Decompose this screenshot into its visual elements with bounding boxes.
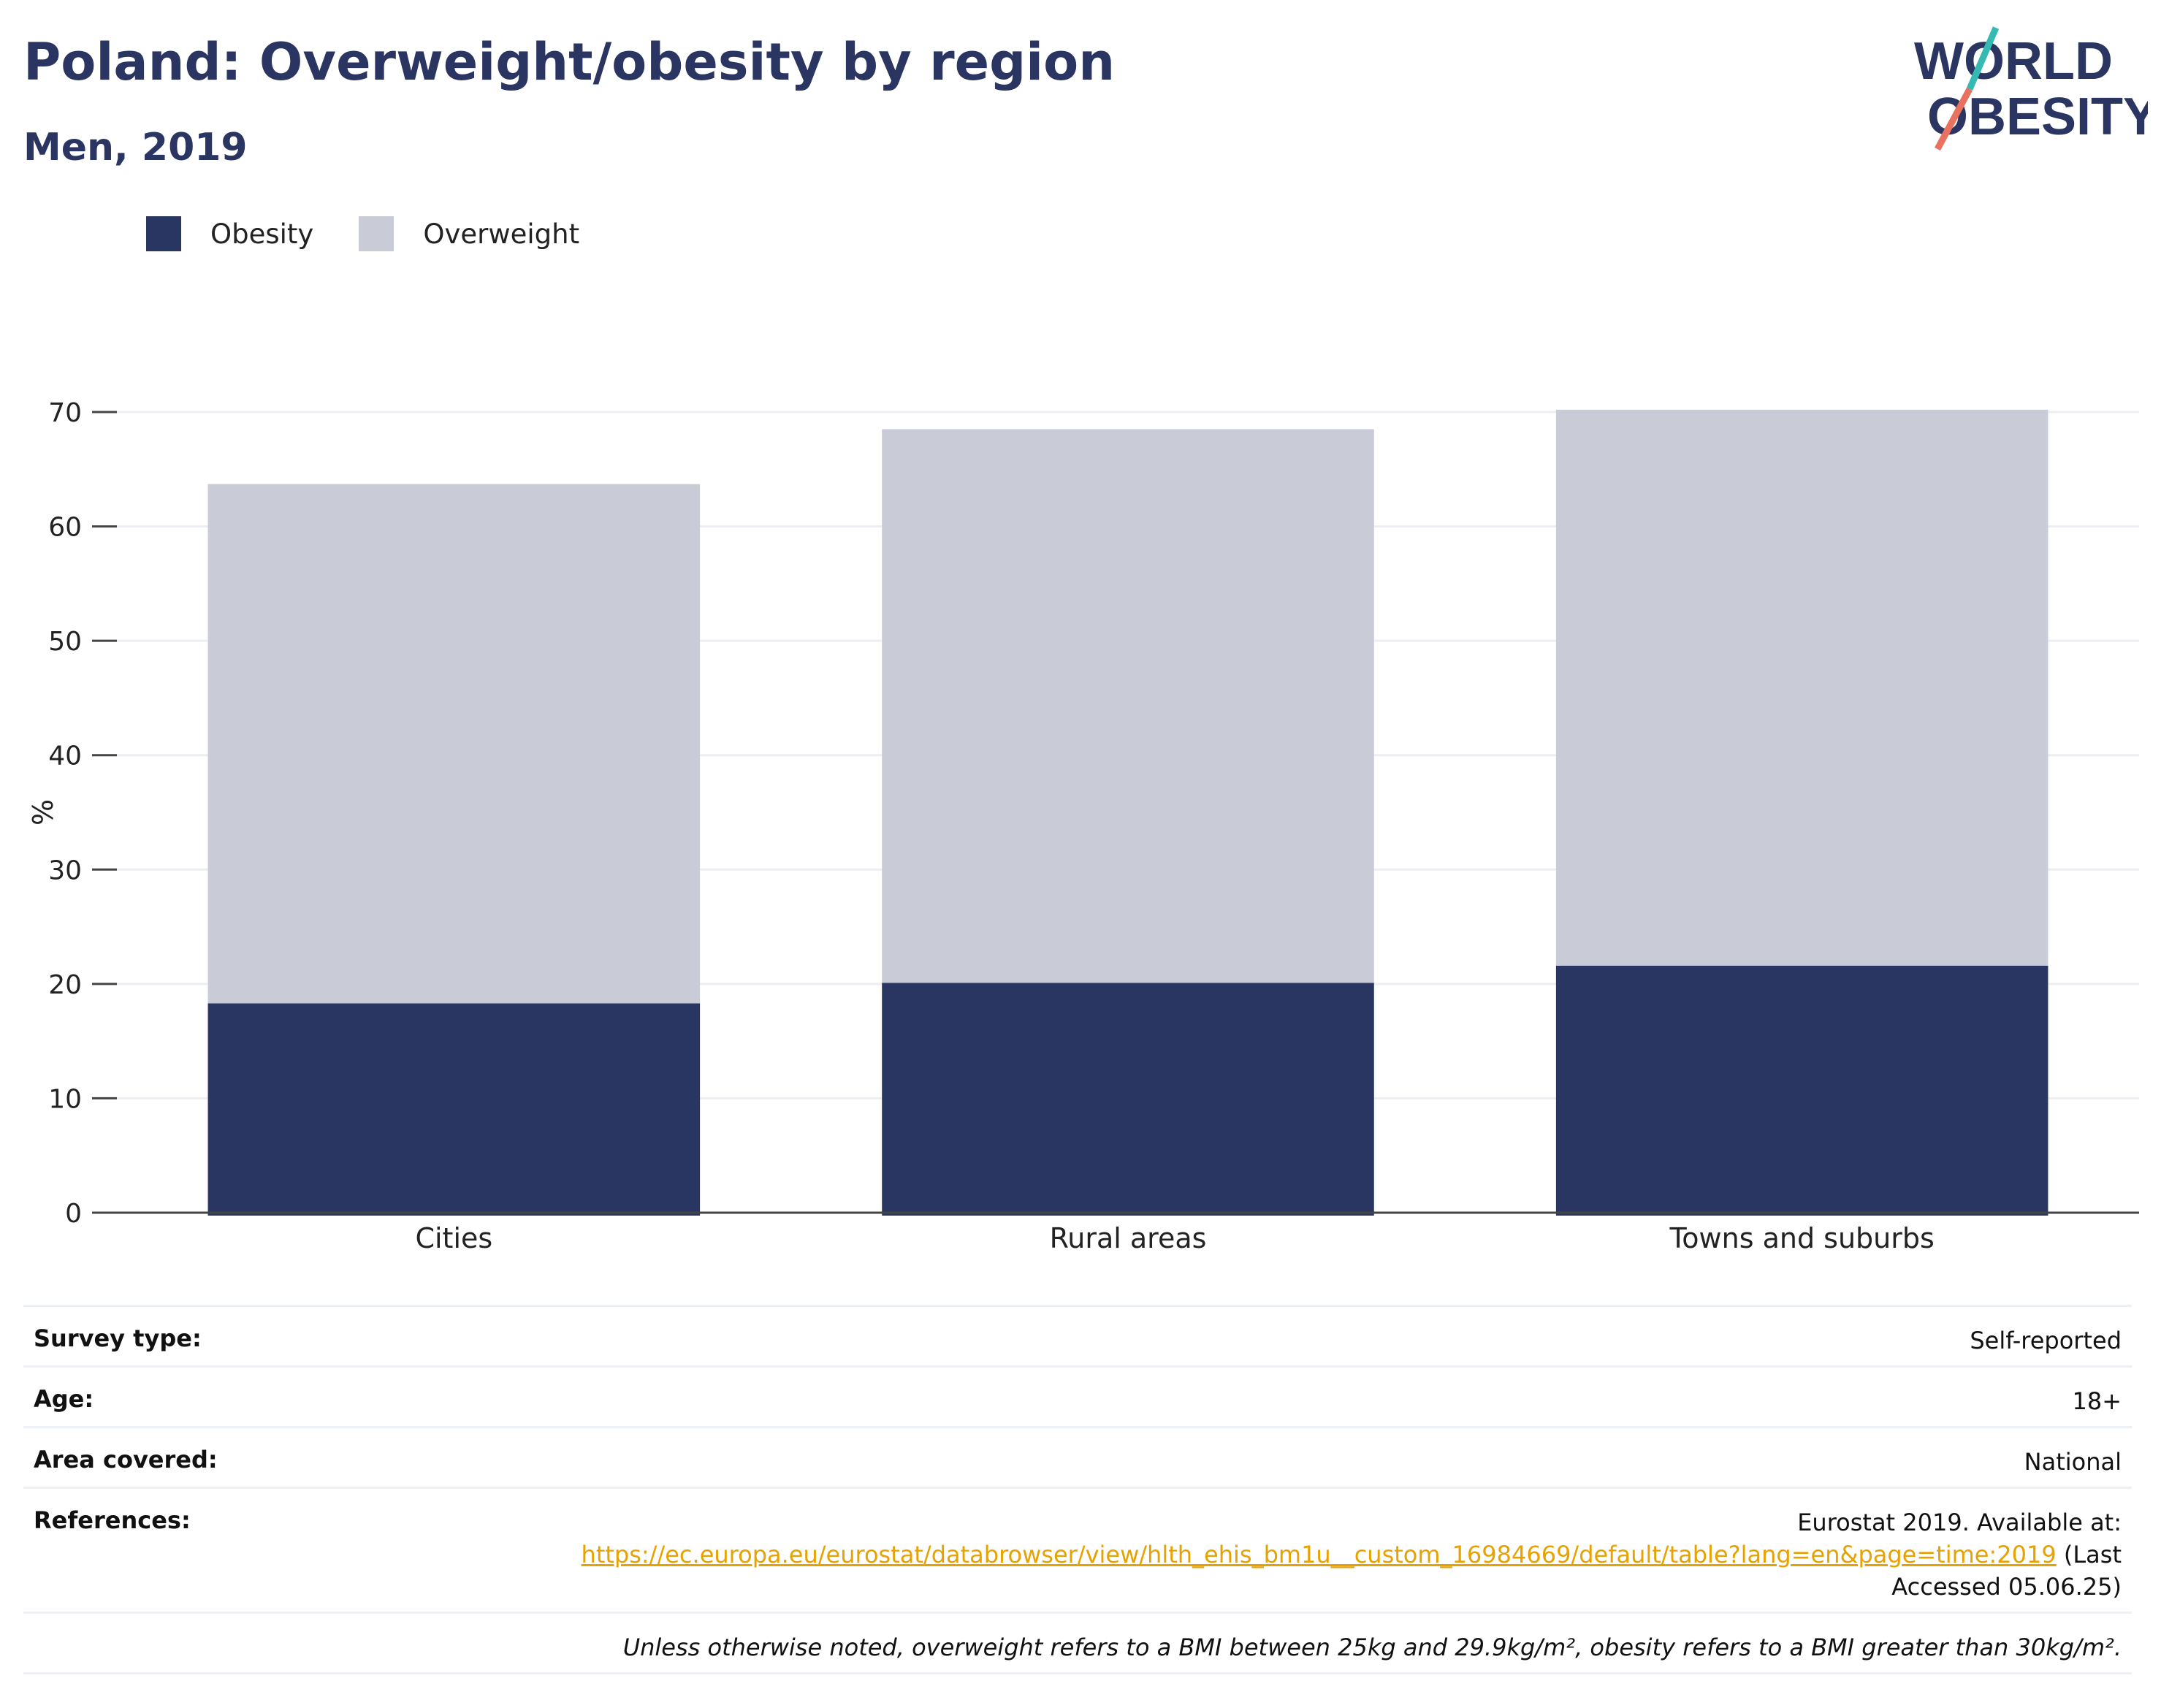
y-axis-label: %: [27, 799, 59, 826]
bar-chart: 0 10 20 30 40 50 60 70% Cities Rural areas Towns a…: [27, 398, 2139, 1254]
logo-line-2: OBESITY: [1927, 88, 2148, 146]
logo-slash-teal: [1966, 26, 2000, 91]
references-label: References:: [34, 1506, 191, 1534]
logo-line-1: WORLD: [1914, 32, 2113, 91]
legend: Obesity Overweight: [146, 216, 625, 251]
survey-type-value: Self-reported: [1970, 1327, 2122, 1354]
chart-subtitle: Men, 2019: [23, 126, 248, 169]
age-label: Age:: [34, 1385, 94, 1413]
legend-label-overweight: Overweight: [423, 218, 580, 250]
area-label: Area covered:: [34, 1446, 218, 1473]
legend-swatch-obesity: [146, 216, 181, 251]
references-link[interactable]: https://ec.europa.eu/eurostat/databrowse…: [581, 1541, 2057, 1568]
bar-obesity-towns-and-suburbs: [1555, 965, 2048, 1216]
y-tick-label: 50: [48, 627, 82, 657]
survey-type-label: Survey type:: [34, 1324, 202, 1352]
references-suffix-line: Accessed 05.06.25): [1891, 1573, 2122, 1601]
y-tick-label: 10: [48, 1084, 82, 1114]
y-tick-label: 30: [48, 855, 82, 885]
logo-slash-coral: [1935, 87, 1973, 151]
meta-row-age: Age: 18+: [23, 1365, 2132, 1426]
legend-label-obesity: Obesity: [210, 218, 314, 250]
x-tick-label: Cities: [415, 1222, 492, 1254]
bar-overweight-towns-and-suburbs: [1555, 409, 2048, 966]
bar-overweight-rural-areas: [882, 429, 1374, 983]
chart-title: Poland: Overweight/obesity by region: [23, 32, 1116, 92]
references-value: Eurostat 2019. Available at: https://ec.…: [582, 1506, 2122, 1603]
meta-row-note: Unless otherwise noted, overweight refer…: [23, 1612, 2132, 1674]
metadata-table: Survey type: Self-reported Age: 18+ Area…: [23, 1305, 2132, 1674]
y-tick-label: 0: [65, 1199, 82, 1229]
world-obesity-logo: WORLD OBESITY: [1914, 26, 2148, 151]
area-value: National: [2024, 1448, 2122, 1476]
y-tick-label: 20: [48, 970, 82, 1000]
bmi-note: Unless otherwise noted, overweight refer…: [622, 1633, 2122, 1661]
age-value: 18+: [2072, 1387, 2122, 1415]
references-prefix: Eurostat 2019. Available at:: [1797, 1509, 2122, 1536]
bar-obesity-rural-areas: [882, 983, 1374, 1216]
meta-row-survey-type: Survey type: Self-reported: [23, 1305, 2132, 1365]
x-tick-label: Rural areas: [1050, 1222, 1207, 1254]
bar-overweight-cities: [207, 484, 701, 1004]
references-suffix-inline: (Last: [2063, 1541, 2122, 1568]
bar-obesity-cities: [207, 1003, 701, 1216]
meta-row-references: References: Eurostat 2019. Available at:…: [23, 1487, 2132, 1612]
y-tick-label: 70: [48, 398, 82, 428]
x-tick-label: Towns and suburbs: [1669, 1222, 1935, 1254]
legend-swatch-overweight: [359, 216, 395, 251]
y-tick-label: 40: [48, 741, 82, 771]
meta-row-area: Area covered: National: [23, 1426, 2132, 1487]
y-tick-label: 60: [48, 513, 82, 543]
